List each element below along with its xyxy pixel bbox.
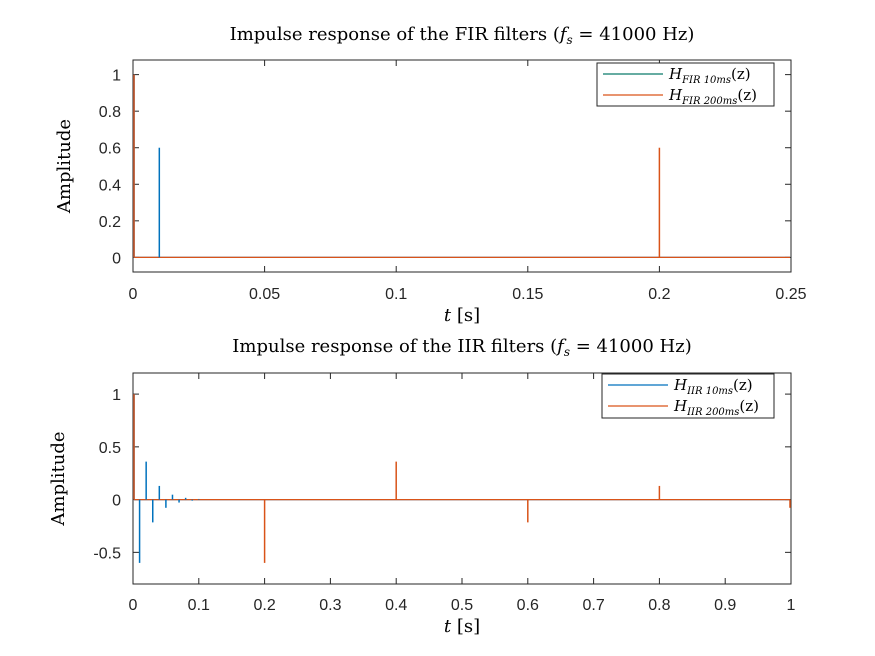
legend-main: H xyxy=(668,65,683,83)
y-tick-label: 0 xyxy=(112,493,121,510)
x-axis-var: t xyxy=(444,305,452,326)
y-tick-label: -0.5 xyxy=(93,545,121,562)
x-tick-label: 0.2 xyxy=(648,286,670,303)
legend-tail: (z) xyxy=(733,376,753,394)
y-axis-label: Amplitude xyxy=(54,119,75,214)
x-tick-label: 0.4 xyxy=(385,597,407,614)
y-tick-label: 0.2 xyxy=(99,214,121,231)
x-tick-label: 0.05 xyxy=(249,286,280,303)
x-tick-label: 0.1 xyxy=(188,597,210,614)
chart-2: 0 0.1 0.2 0.3 0.4 0.5 0.6 0.7 0.8 0.9 1 -0.5 0 0.5 1 Im… xyxy=(48,336,796,637)
x-tick-label: 0.7 xyxy=(582,597,604,614)
x-tick-label: 0.25 xyxy=(775,286,806,303)
legend-tail: (z) xyxy=(731,65,751,83)
title-lead: Impulse response of the FIR filters ( xyxy=(230,24,560,45)
legend-main: H xyxy=(668,86,683,104)
legend: HIIR 10ms(z)HIIR 200ms(z) xyxy=(601,373,775,419)
x-tick-label: 0.3 xyxy=(319,597,341,614)
x-tick-label: 0.8 xyxy=(648,597,670,614)
legend-main: H xyxy=(673,397,688,415)
y-tick-label: 0.5 xyxy=(99,440,121,457)
legend-box xyxy=(601,373,775,419)
legend-sub: IIR 200ms xyxy=(686,407,739,418)
x-axis-var: t xyxy=(444,616,452,637)
legend-sub: IIR 10ms xyxy=(686,386,733,397)
y-tick-label: 0 xyxy=(112,250,121,267)
x-tick-label: 0.15 xyxy=(512,286,543,303)
y-tick-label: 1 xyxy=(112,387,121,404)
legend-entry-0: HIIR 10ms(z) xyxy=(673,376,753,397)
x-axis-label: t [s] xyxy=(444,616,480,637)
chart-title: Impulse response of the FIR filters (fs … xyxy=(230,24,695,47)
chart-1: 0 0.05 0.1 0.15 0.2 0.25 0 0.2 0.4 0.6 0.8 1 Impulse… xyxy=(54,24,807,326)
title-lead: Impulse response of the IIR filters ( xyxy=(232,336,557,357)
y-tick-label: 0.8 xyxy=(99,104,121,121)
y-tick-label: 1 xyxy=(112,68,121,85)
x-tick-label: 0.2 xyxy=(253,597,275,614)
legend-tail: (z) xyxy=(737,86,757,104)
legend-main: H xyxy=(673,376,688,394)
title-eq: = 41000 Hz) xyxy=(570,336,692,357)
title-fs-sub: s xyxy=(567,33,573,47)
y-tick-label: 0.6 xyxy=(99,141,121,158)
title-eq: = 41000 Hz) xyxy=(573,24,695,45)
legend-entry-1: HIIR 200ms(z) xyxy=(673,397,759,418)
x-tick-label: 0 xyxy=(129,597,138,614)
y-axis-label: Amplitude xyxy=(48,431,69,526)
legend: HFIR 10ms(z)HFIR 200ms(z) xyxy=(596,62,775,107)
y-tick-label: 0.4 xyxy=(99,177,121,194)
x-tick-label: 0.6 xyxy=(517,597,539,614)
x-axis-label: t [s] xyxy=(444,305,480,326)
x-tick-label: 0.9 xyxy=(714,597,736,614)
legend-box xyxy=(596,62,775,107)
x-tick-label: 0 xyxy=(129,286,138,303)
x-tick-label: 1 xyxy=(787,597,796,614)
title-fs-sub: s xyxy=(564,345,570,359)
legend-entry-0: HFIR 10ms(z) xyxy=(668,65,751,86)
x-axis-unit: [s] xyxy=(451,616,480,637)
x-tick-label: 0.5 xyxy=(451,597,473,614)
x-tick-label: 0.1 xyxy=(385,286,407,303)
legend-sub: FIR 10ms xyxy=(681,75,731,86)
legend-sub: FIR 200ms xyxy=(681,96,737,107)
legend-tail: (z) xyxy=(739,397,759,415)
chart-title: Impulse response of the IIR filters (fs … xyxy=(232,336,691,359)
x-axis-unit: [s] xyxy=(451,305,480,326)
legend-entry-1: HFIR 200ms(z) xyxy=(668,86,757,107)
